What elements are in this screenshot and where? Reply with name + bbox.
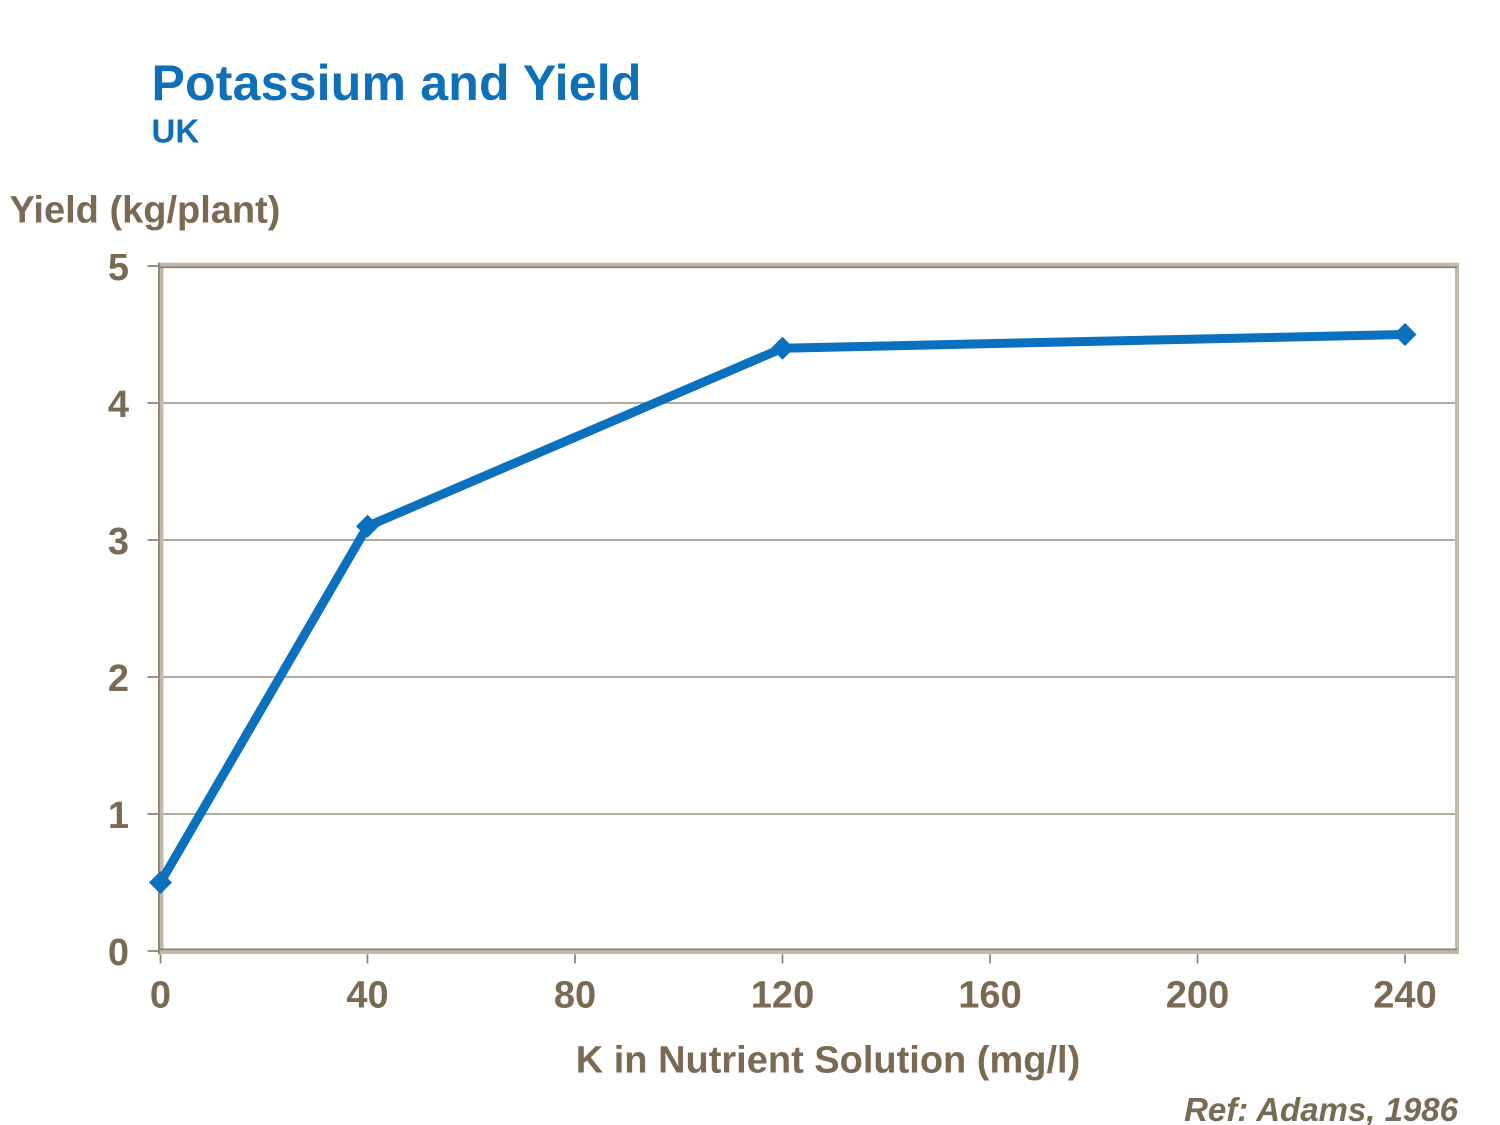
svg-text:UK: UK [152, 113, 200, 150]
svg-text:3: 3 [108, 521, 129, 563]
svg-text:120: 120 [751, 975, 814, 1017]
svg-text:2: 2 [108, 658, 129, 700]
svg-text:160: 160 [958, 975, 1021, 1017]
svg-text:240: 240 [1373, 975, 1436, 1017]
svg-text:Potassium and Yield: Potassium and Yield [152, 55, 642, 111]
svg-text:200: 200 [1166, 975, 1229, 1017]
svg-text:Yield (kg/plant): Yield (kg/plant) [10, 190, 281, 232]
svg-text:K in Nutrient Solution (mg/l): K in Nutrient Solution (mg/l) [576, 1040, 1080, 1082]
svg-text:1: 1 [108, 795, 129, 837]
svg-text:4: 4 [108, 384, 129, 426]
svg-text:80: 80 [554, 975, 596, 1017]
svg-text:Ref: Adams, 1986: Ref: Adams, 1986 [1184, 1091, 1459, 1125]
svg-text:0: 0 [108, 932, 129, 974]
svg-text:40: 40 [346, 975, 388, 1017]
svg-text:0: 0 [150, 975, 171, 1017]
svg-text:5: 5 [108, 247, 129, 289]
